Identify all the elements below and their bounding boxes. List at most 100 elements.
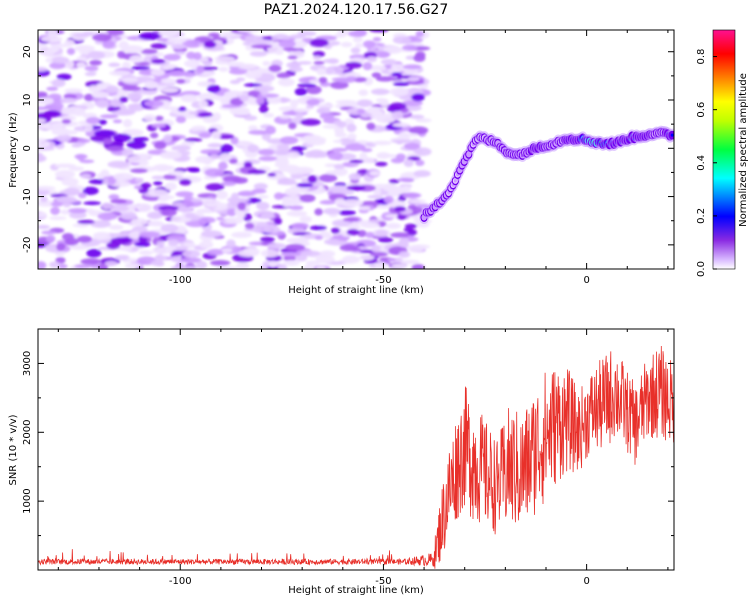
noise-blob [267,172,277,177]
noise-blob [350,47,361,54]
noise-blob [236,262,250,269]
noise-blob [152,247,174,255]
noise-blob [309,225,327,231]
noise-blob [195,65,205,74]
noise-blob [408,126,429,135]
noise-blob [171,145,191,151]
noise-blob [151,123,166,129]
noise-blob [81,31,94,37]
noise-blob [68,207,87,214]
noise-blob [138,32,160,41]
noise-blob [210,260,231,266]
noise-blob [160,64,175,70]
noise-blob [47,30,58,37]
noise-blob [95,82,110,90]
noise-blob [411,93,425,102]
noise-blob [227,91,245,96]
noise-blob [289,66,303,73]
noise-blob [337,30,347,36]
noise-blob [307,149,325,159]
noise-blob [275,158,290,166]
noise-blob [388,179,400,184]
noise-blob [314,208,323,216]
noise-blob [294,166,314,175]
noise-blob [181,141,196,146]
noise-blob [122,128,144,137]
noise-blob [180,257,202,264]
noise-blob [97,212,118,221]
noise-blob [138,231,161,238]
noise-blob [63,187,80,196]
noise-blob [74,264,93,269]
noise-blob [156,37,169,42]
noise-blob [374,262,388,269]
noise-blob [180,94,198,103]
noise-blob [376,51,390,59]
noise-blob [407,244,425,253]
noise-blob [394,206,407,212]
noise-blob [319,200,336,205]
noise-blob [331,219,351,227]
y-tick-label: -20 [22,237,33,253]
noise-blob [279,114,291,119]
noise-blob [118,40,129,50]
noise-blob [184,59,200,68]
noise-blob [163,174,177,180]
noise-blob [110,232,130,238]
noise-blob [380,58,397,65]
noise-blob [167,239,180,247]
noise-blob [297,83,317,88]
noise-blob [51,56,70,64]
noise-blob [273,192,284,200]
noise-blob [243,83,263,87]
noise-blob [403,227,414,233]
noise-blob [372,37,382,42]
noise-blob [163,134,173,143]
noise-blob [46,86,59,91]
noise-blob [126,204,143,209]
noise-blob [112,133,132,143]
noise-blob [108,194,120,200]
noise-blob [154,115,164,121]
noise-blob [303,264,315,269]
noise-blob [319,250,336,258]
noise-blob [279,136,299,145]
noise-blob [84,65,99,72]
noise-blob [182,39,203,48]
noise-blob [232,177,248,184]
noise-blob [55,257,66,264]
noise-blob [188,168,201,173]
snr-ylabel: SNR (10 * v/v) [8,414,19,485]
noise-blob [345,76,358,81]
noise-blob [76,62,87,68]
noise-blob [265,125,276,135]
noise-blob [335,99,357,105]
noise-blob [250,44,273,49]
noise-blob [362,40,376,49]
noise-blob [244,70,262,79]
noise-blob [319,112,335,120]
noise-blob [260,212,275,219]
noise-blob [325,66,334,75]
noise-blob [348,173,362,181]
noise-blob [38,140,51,148]
colorbar-ticks: 0.0 0.2 0.4 0.6 0.8 [696,49,717,277]
noise-blob [418,84,429,89]
noise-blob [290,99,299,108]
noise-blob [127,231,143,240]
noise-blob [262,61,271,66]
noise-blob [55,169,76,179]
noise-blob [158,205,179,211]
noise-blob [283,259,300,266]
noise-blob [226,208,237,217]
noise-blob [105,30,125,36]
noise-blob [392,36,412,45]
noise-blob [88,85,99,93]
noise-blob [115,254,129,261]
noise-blob [156,241,165,247]
noise-blob [376,114,396,124]
noise-blob [399,259,420,265]
noise-blob [77,138,91,143]
noise-blob [305,139,326,146]
